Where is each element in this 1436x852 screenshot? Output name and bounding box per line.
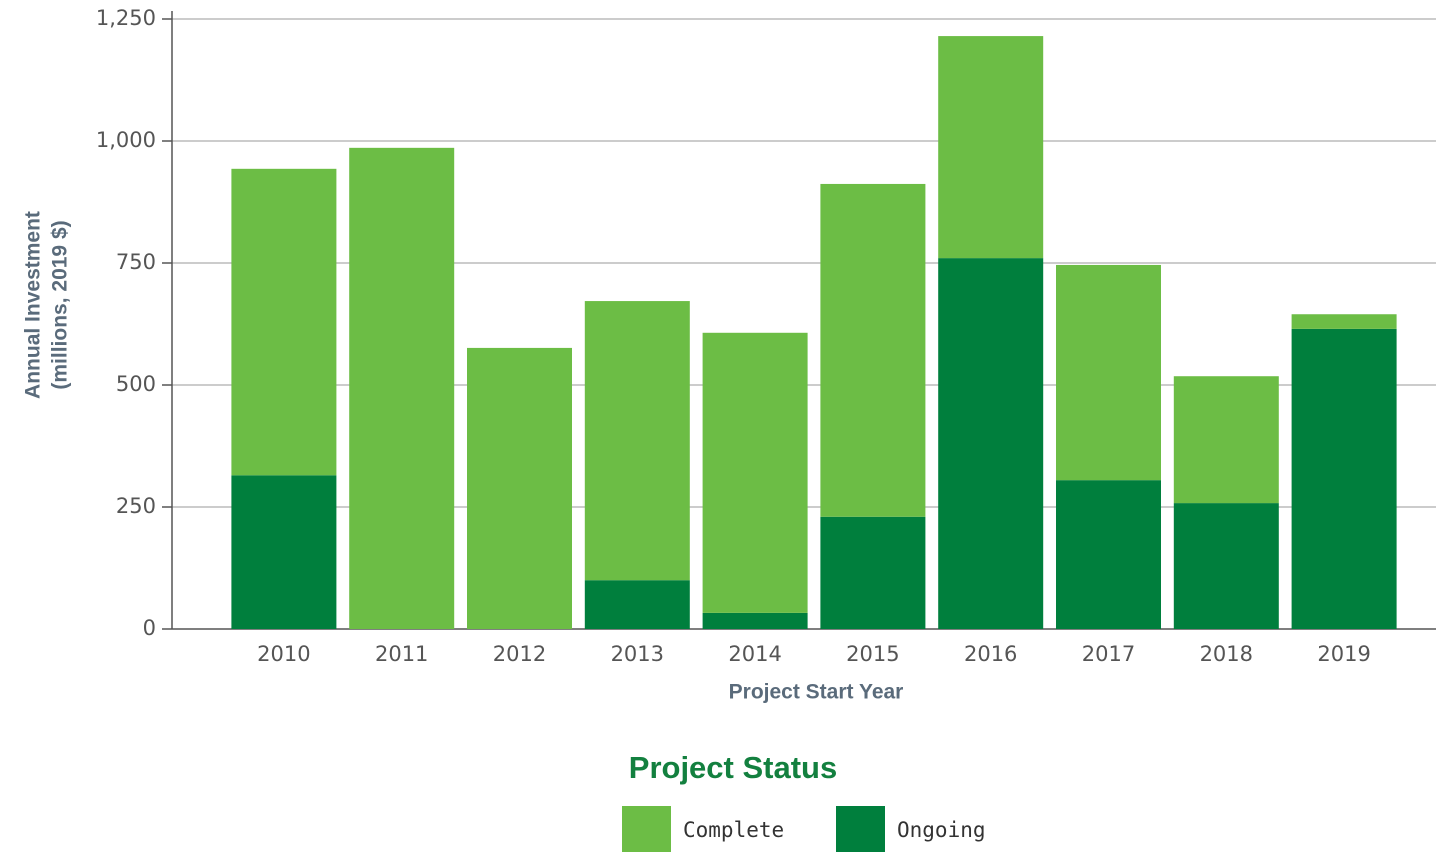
x-tick-label: 2017 bbox=[1082, 642, 1135, 666]
x-tick-label: 2012 bbox=[493, 642, 546, 666]
bar-segment bbox=[1173, 503, 1279, 629]
bar-segment bbox=[702, 332, 808, 613]
bar-segment bbox=[349, 147, 455, 629]
legend-swatch bbox=[622, 806, 671, 852]
x-tick-label: 2014 bbox=[728, 642, 781, 666]
bar-segment bbox=[702, 612, 808, 629]
bar-segment bbox=[1173, 376, 1279, 504]
bar-segment bbox=[1291, 328, 1397, 629]
x-tick-label: 2015 bbox=[846, 642, 899, 666]
y-tick-label: 0 bbox=[143, 616, 156, 640]
x-tick-label: 2019 bbox=[1317, 642, 1370, 666]
x-tick-label: 2011 bbox=[375, 642, 428, 666]
legend-title: Project Status bbox=[629, 750, 837, 785]
bar-segment bbox=[820, 516, 926, 629]
y-axis-title: Annual Investment bbox=[22, 211, 45, 399]
y-tick-label: 1,250 bbox=[96, 6, 156, 30]
bar-segment bbox=[584, 301, 690, 581]
bar-segment bbox=[820, 183, 926, 517]
bar-segment bbox=[938, 258, 1044, 629]
legend-swatch bbox=[836, 806, 885, 852]
x-axis-title: Project Start Year bbox=[729, 681, 904, 704]
bar-segment bbox=[1291, 314, 1397, 329]
bar-segment bbox=[231, 475, 337, 629]
legend-label: Ongoing bbox=[897, 818, 986, 842]
y-tick-label: 1,000 bbox=[96, 128, 156, 152]
y-tick-label: 250 bbox=[116, 494, 156, 518]
x-tick-label: 2016 bbox=[964, 642, 1017, 666]
bar-segment bbox=[1056, 264, 1161, 481]
bar-segment bbox=[584, 580, 690, 629]
bar-segment bbox=[1056, 480, 1161, 629]
x-tick-label: 2013 bbox=[611, 642, 664, 666]
bar-segment bbox=[467, 347, 572, 629]
bar-segment bbox=[231, 168, 337, 476]
y-tick-label: 750 bbox=[116, 250, 156, 274]
bar-segment bbox=[938, 36, 1044, 259]
y-tick-label: 500 bbox=[116, 372, 156, 396]
x-tick-label: 2010 bbox=[257, 642, 310, 666]
legend-label: Complete bbox=[683, 818, 784, 842]
x-tick-label: 2018 bbox=[1200, 642, 1253, 666]
y-axis-title: (millions, 2019 $) bbox=[49, 220, 72, 389]
